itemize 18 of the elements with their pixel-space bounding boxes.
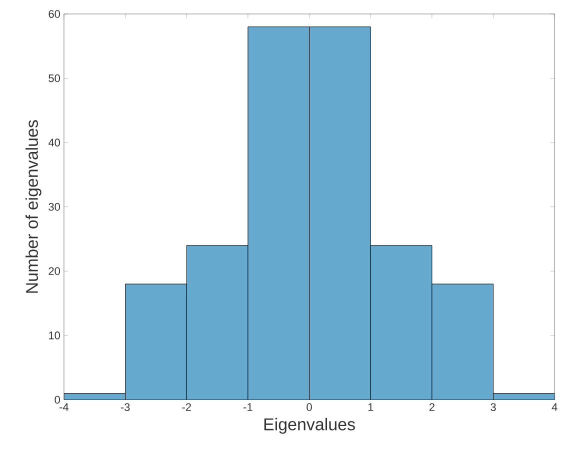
y-tick-label: 20 [48,267,60,276]
y-tick-label: 60 [48,10,60,18]
y-tick-label: 50 [48,74,60,82]
x-tick-label: -1 [244,403,252,411]
y-axis-title: Number of eigenvalues [26,120,42,293]
y-tick-label: 40 [48,138,60,147]
x-tick-label: 3 [490,403,496,412]
y-tick-label: 30 [48,203,60,211]
x-tick-label: 2 [429,403,434,412]
x-tick-label: -4 [60,403,69,411]
y-tick-label: 0 [54,396,60,404]
x-tick-label: 4 [552,403,558,411]
x-tick-label: 1 [368,403,374,411]
x-tick-label: -3 [120,403,130,412]
x-axis-title: Eigenvalues [264,418,355,434]
x-tick-label: 0 [306,403,312,412]
y-tick-label: 10 [49,332,60,340]
x-tick-label: -2 [182,403,191,412]
